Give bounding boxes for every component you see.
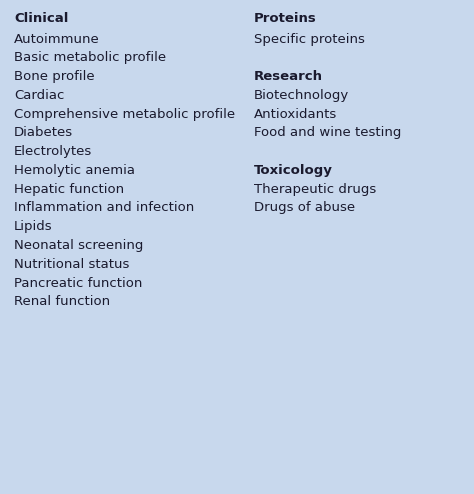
- Text: Basic metabolic profile: Basic metabolic profile: [14, 51, 166, 64]
- Text: Lipids: Lipids: [14, 220, 53, 233]
- Text: Hemolytic anemia: Hemolytic anemia: [14, 164, 135, 177]
- Text: Neonatal screening: Neonatal screening: [14, 239, 144, 252]
- Text: Hepatic function: Hepatic function: [14, 183, 124, 196]
- Text: Specific proteins: Specific proteins: [254, 33, 365, 45]
- Text: Comprehensive metabolic profile: Comprehensive metabolic profile: [14, 108, 236, 121]
- Text: Biotechnology: Biotechnology: [254, 89, 349, 102]
- Text: Inflammation and infection: Inflammation and infection: [14, 202, 194, 214]
- Text: Renal function: Renal function: [14, 295, 110, 308]
- Text: Drugs of abuse: Drugs of abuse: [254, 202, 355, 214]
- Text: Antioxidants: Antioxidants: [254, 108, 337, 121]
- Text: Autoimmune: Autoimmune: [14, 33, 100, 45]
- Text: Nutritional status: Nutritional status: [14, 258, 129, 271]
- Text: Therapeutic drugs: Therapeutic drugs: [254, 183, 376, 196]
- Text: Clinical: Clinical: [14, 12, 69, 25]
- Text: Cardiac: Cardiac: [14, 89, 64, 102]
- Text: Diabetes: Diabetes: [14, 126, 73, 139]
- Text: Toxicology: Toxicology: [254, 164, 332, 177]
- Text: Pancreatic function: Pancreatic function: [14, 277, 143, 289]
- Text: Research: Research: [254, 70, 323, 83]
- Text: Food and wine testing: Food and wine testing: [254, 126, 401, 139]
- Text: Bone profile: Bone profile: [14, 70, 95, 83]
- Text: Electrolytes: Electrolytes: [14, 145, 92, 158]
- Text: Proteins: Proteins: [254, 12, 316, 25]
